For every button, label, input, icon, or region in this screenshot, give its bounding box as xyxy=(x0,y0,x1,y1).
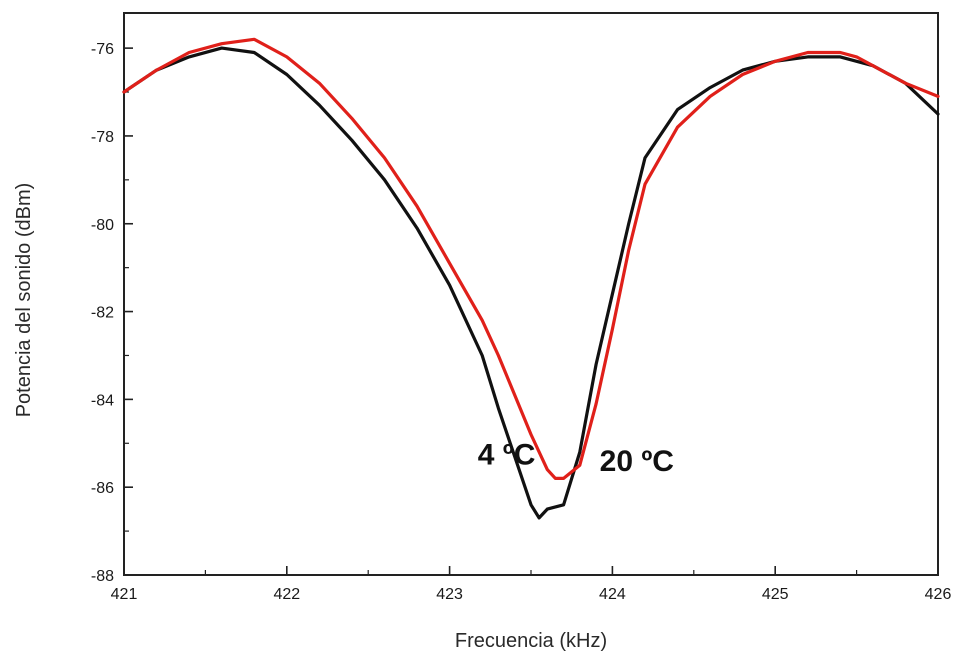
x-tick-label: 422 xyxy=(273,586,300,603)
x-tick-label: 424 xyxy=(599,586,626,603)
series-line-0 xyxy=(122,46,940,520)
series-layer xyxy=(122,37,940,520)
y-tick-label: -78 xyxy=(91,129,114,146)
series-annotation: 20 ºC xyxy=(600,445,674,478)
axis-ticks xyxy=(123,47,939,576)
y-tick-label: -88 xyxy=(91,568,114,585)
annotations: 4 ºC 20 ºC xyxy=(478,438,674,478)
x-tick-label: 426 xyxy=(925,586,952,603)
y-tick-label: -84 xyxy=(91,392,114,409)
y-tick-label: -80 xyxy=(91,217,114,234)
y-tick-label: -82 xyxy=(91,305,114,322)
y-tick-label: -86 xyxy=(91,480,114,497)
y-axis-title: Potencia del sonido (dBm) xyxy=(13,183,35,418)
series-line-1 xyxy=(122,37,940,480)
y-tick-label: -76 xyxy=(91,41,114,58)
x-tick-label: 423 xyxy=(436,586,463,603)
plot-frame xyxy=(123,12,939,576)
x-tick-label: 421 xyxy=(111,586,138,603)
tick-labels: 421 422 423 424 425 426 -88 -86 -84 -82 -80 -78 -76 xyxy=(91,41,952,603)
x-axis-title: Frecuencia (kHz) xyxy=(455,630,607,652)
series-annotation: 4 ºC xyxy=(478,438,536,471)
x-tick-label: 425 xyxy=(762,586,789,603)
